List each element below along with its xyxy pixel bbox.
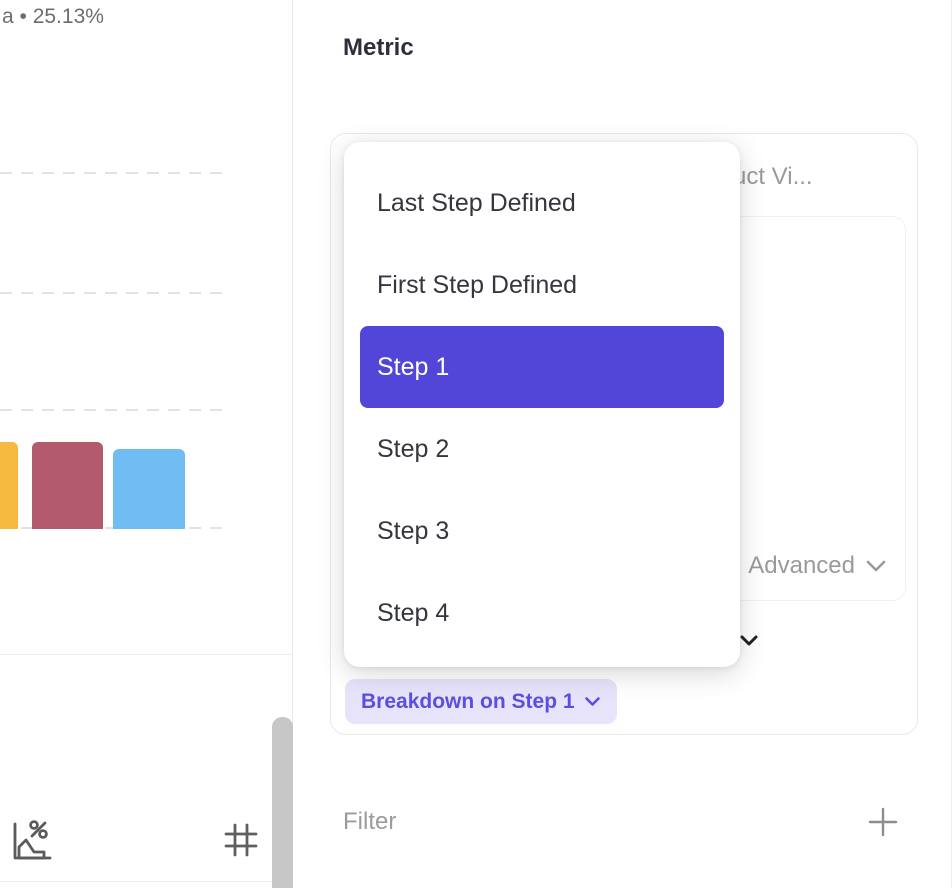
collapse-chevron-icon[interactable] xyxy=(739,634,759,653)
add-filter-button[interactable] xyxy=(867,806,899,843)
dropdown-option-step-1-selected[interactable]: Step 1 xyxy=(360,326,724,408)
funnel-bar-2[interactable] xyxy=(32,442,103,529)
series-legend-label: a • 25.13% xyxy=(2,5,104,28)
gridline xyxy=(0,172,227,174)
metric-editor-panel: Metric uct Vi... Advanced Breakdown on S… xyxy=(293,0,952,888)
event-name-truncated: uct Vi... xyxy=(733,163,813,190)
section-title: Metric xyxy=(343,34,414,61)
chevron-down-icon xyxy=(584,696,600,706)
chart-preview-panel: a • 25.13% xyxy=(0,0,293,888)
grid-hash-icon[interactable] xyxy=(222,822,260,863)
chart-toolbar xyxy=(0,810,272,870)
panel-divider xyxy=(0,881,293,882)
dropdown-option-step-4[interactable]: Step 4 xyxy=(377,598,450,627)
breakdown-button-label: Breakdown on Step 1 xyxy=(361,689,575,713)
chevron-down-icon xyxy=(866,560,886,572)
advanced-toggle[interactable]: Advanced xyxy=(748,552,887,580)
conversion-chart-percent-icon[interactable] xyxy=(6,816,52,871)
dropdown-option-step-3[interactable]: Step 3 xyxy=(377,516,450,545)
funnel-bar-1[interactable] xyxy=(0,442,18,529)
gridline xyxy=(0,409,227,411)
dropdown-option-step-2[interactable]: Step 2 xyxy=(377,434,450,463)
dropdown-option-first-step-defined[interactable]: First Step Defined xyxy=(377,270,578,299)
gridline xyxy=(0,292,227,294)
dropdown-option-last-step-defined[interactable]: Last Step Defined xyxy=(377,188,576,217)
advanced-label: Advanced xyxy=(748,552,855,579)
step-select-dropdown: Last Step Defined First Step Defined Ste… xyxy=(344,142,740,667)
scrollbar-thumb[interactable] xyxy=(272,717,293,888)
funnel-bar-3[interactable] xyxy=(113,449,185,529)
panel-divider xyxy=(0,654,293,655)
breakdown-on-step-button[interactable]: Breakdown on Step 1 xyxy=(345,679,617,724)
filter-section-label: Filter xyxy=(343,808,397,835)
